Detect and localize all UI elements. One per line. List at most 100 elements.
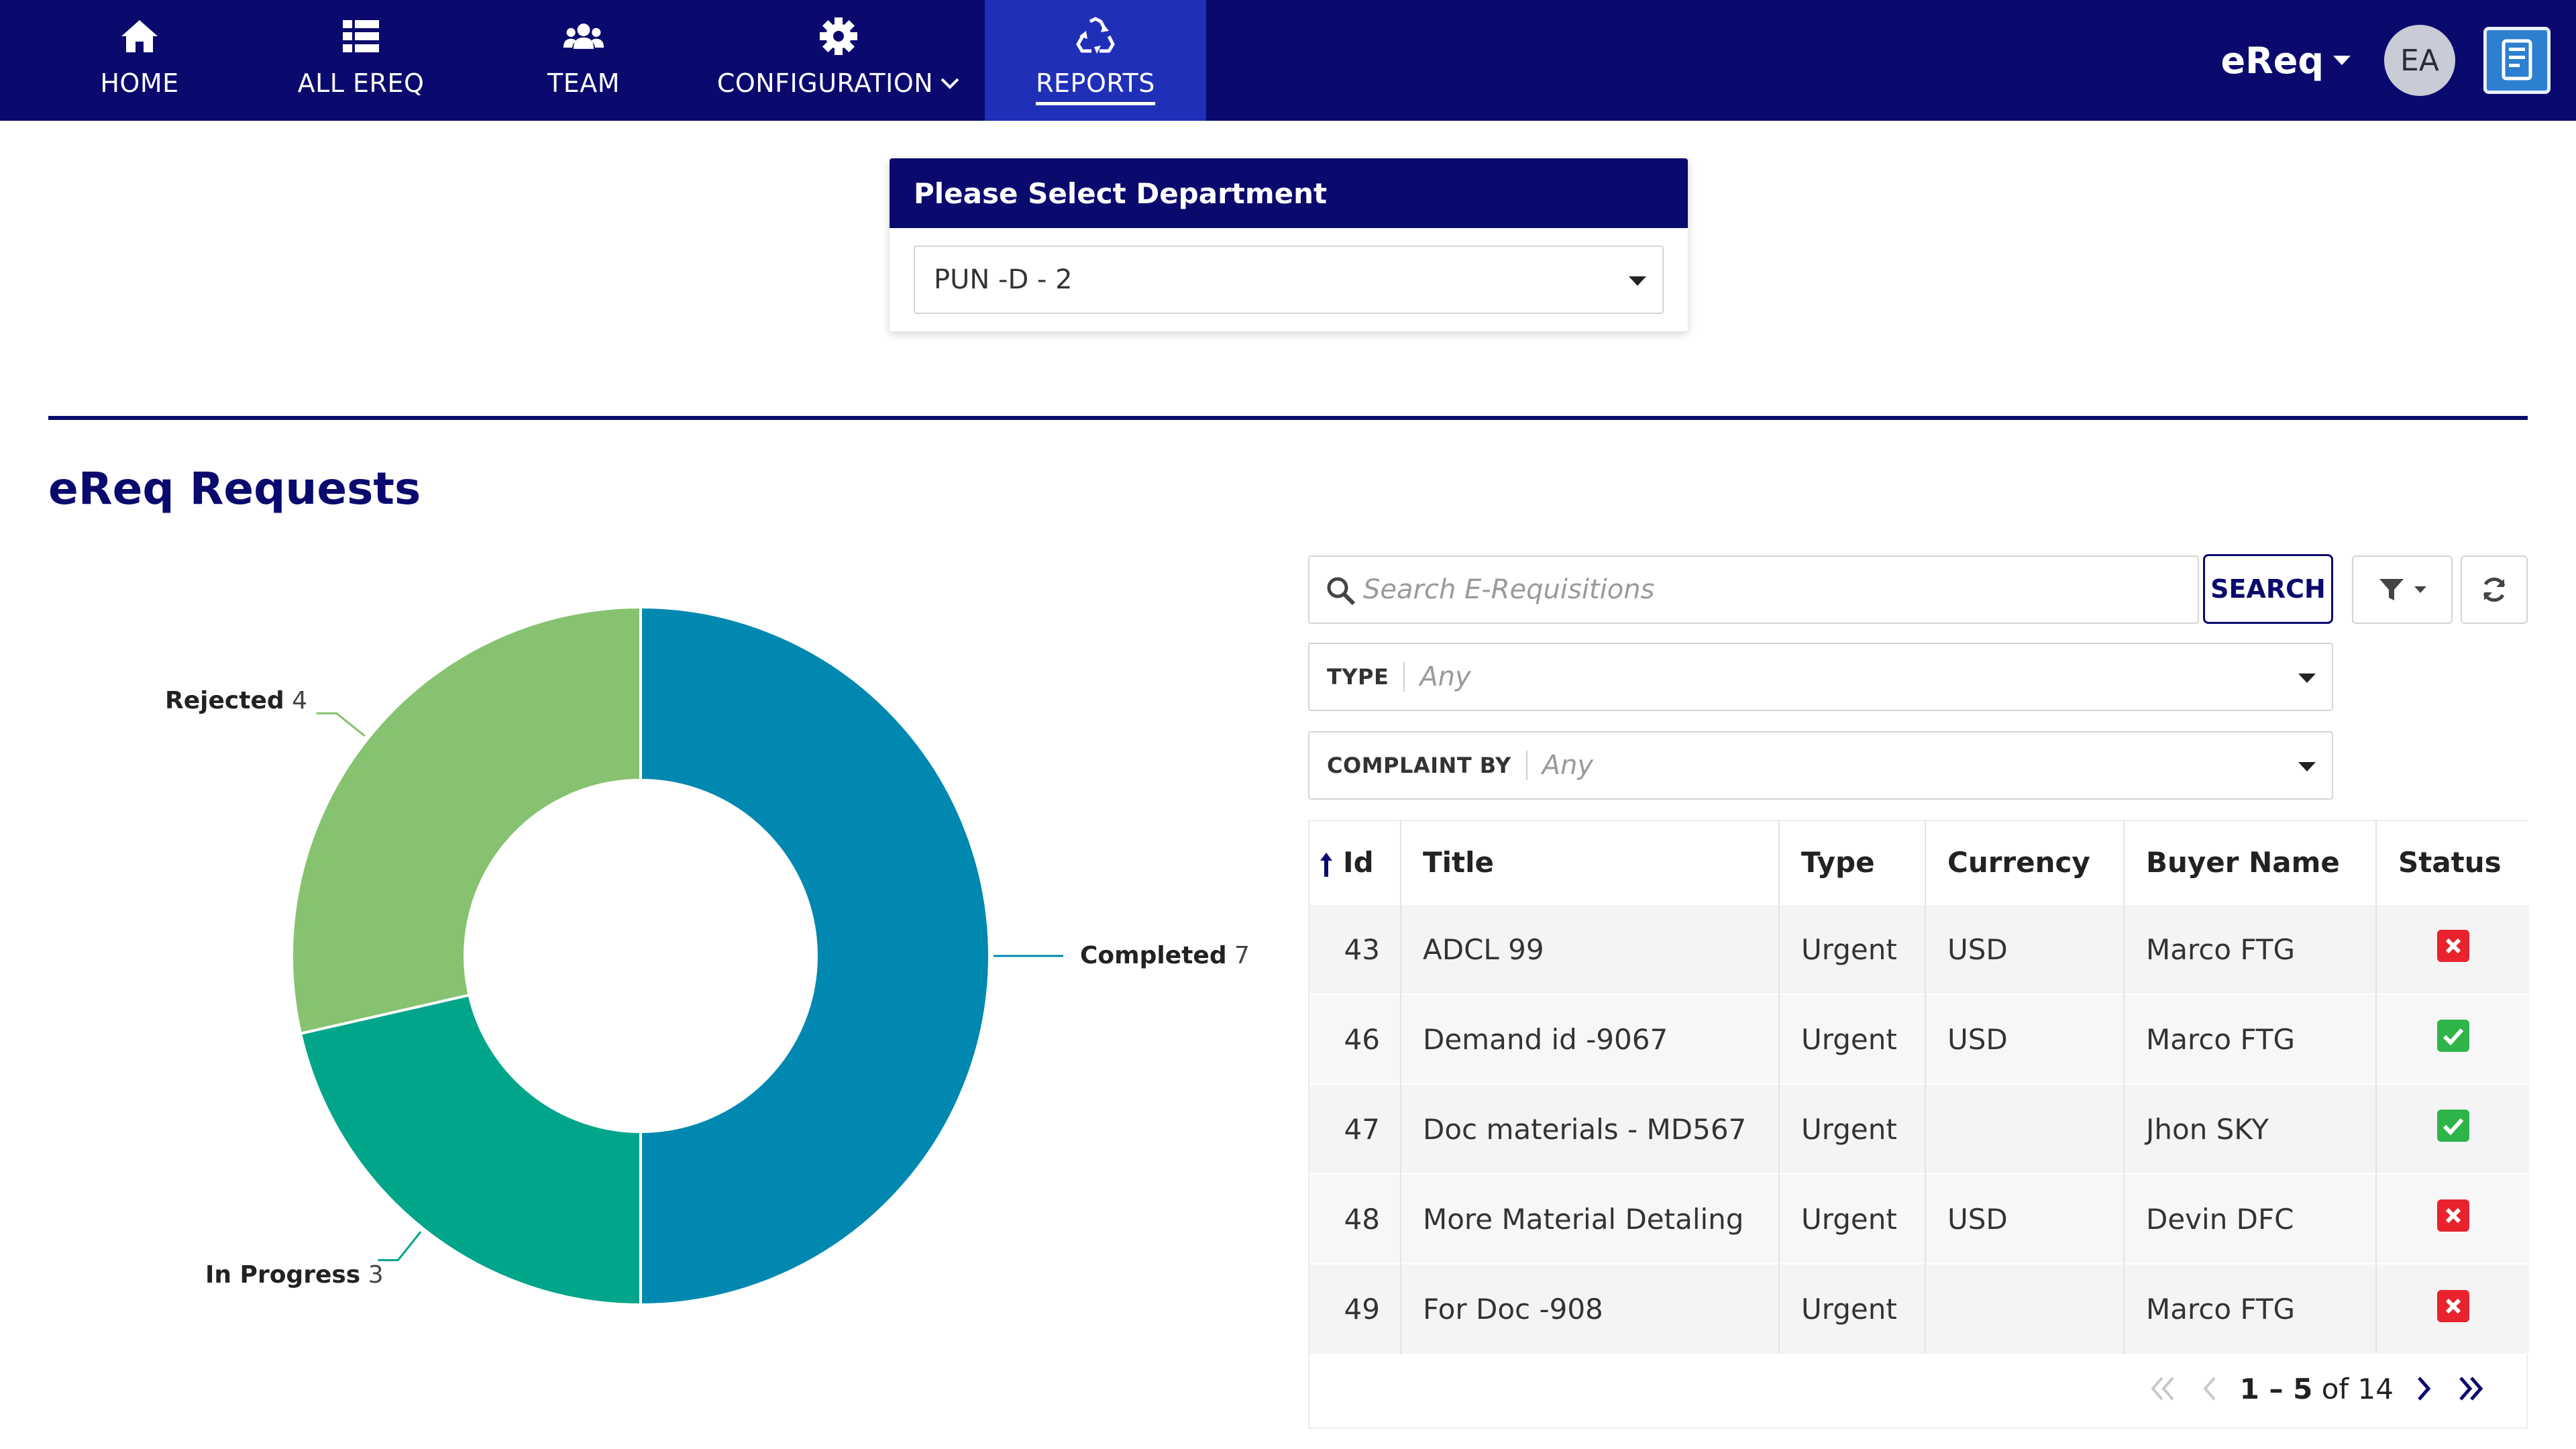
top-navbar: HOME ALL EREQ TEAM CONFIGURATION REPORTS… (0, 0, 2576, 121)
cell-buyer-name: Marco FTG (2124, 994, 2377, 1084)
caret-down-icon (2414, 586, 2426, 593)
cell-type: Urgent (1779, 904, 1926, 994)
cell-buyer-name: Marco FTG (2124, 904, 2377, 994)
reject-status-icon (2436, 1289, 2469, 1322)
department-card-header: Please Select Department (890, 158, 1688, 228)
nav-home-label: HOME (100, 68, 179, 98)
cell-id: 48 (1309, 1174, 1401, 1264)
search-icon (1327, 577, 1356, 606)
table-row[interactable]: 48 More Material Detaling Urgent USD Devin D… (1309, 1174, 2529, 1264)
cell-status (2376, 994, 2529, 1084)
sort-up-arrow-icon (1320, 852, 1332, 877)
table-row[interactable]: 46 Demand id -9067 Urgent USD Marco FTG (1309, 994, 2529, 1084)
cell-title: For Doc -908 (1401, 1264, 1780, 1354)
last-page-button[interactable] (2454, 1374, 2487, 1403)
cell-type: Urgent (1779, 1174, 1926, 1264)
chevron-left-icon (2202, 1377, 2216, 1401)
cell-currency (1925, 1264, 2125, 1354)
nav-all-ereq[interactable]: ALL EREQ (282, 0, 440, 121)
check-status-icon (2436, 1110, 2469, 1142)
column-header-type[interactable]: Type (1779, 821, 1926, 904)
caret-down-icon (2298, 762, 2316, 771)
donut-svg (290, 605, 1063, 1307)
filter-icon (2379, 579, 2404, 600)
reject-status-icon (2436, 930, 2469, 962)
cell-status (2376, 904, 2529, 994)
table-row[interactable]: 49 For Doc -908 Urgent Marco FTG (1309, 1264, 2529, 1354)
legend-label-in-progress: In Progress 3 (205, 1261, 384, 1289)
check-status-icon (2436, 1020, 2469, 1052)
page-range-text: 1 – 5 of 14 (2239, 1372, 2394, 1405)
nav-configuration[interactable]: CONFIGURATION (711, 0, 966, 121)
cell-type: Urgent (1779, 994, 1926, 1084)
cell-id: 47 (1309, 1084, 1401, 1174)
department-select[interactable]: PUN -D - 2 (914, 246, 1664, 314)
cell-currency: USD (1925, 994, 2125, 1084)
column-header-title[interactable]: Title (1401, 821, 1780, 904)
complaint-by-filter-value: Any (1542, 750, 1593, 781)
column-header-buyer-name[interactable]: Buyer Name (2124, 821, 2377, 904)
nav-home[interactable]: HOME (54, 0, 225, 121)
department-card: Please Select Department PUN -D - 2 (890, 158, 1688, 331)
cell-id: 43 (1309, 904, 1401, 994)
app-logo-icon[interactable] (2483, 27, 2551, 94)
app-switcher[interactable]: eReq (2221, 40, 2351, 82)
table-row[interactable]: 47 Doc materials - MD567 Urgent Jhon SKY (1309, 1084, 2529, 1174)
avatar[interactable]: EA (2384, 25, 2455, 96)
cell-type: Urgent (1779, 1264, 1926, 1354)
nav-all-ereq-label: ALL EREQ (297, 68, 425, 98)
next-page-button[interactable] (2414, 1374, 2434, 1403)
cell-title: Doc materials - MD567 (1401, 1084, 1780, 1174)
team-icon (562, 15, 605, 58)
nav-team[interactable]: TEAM (517, 0, 651, 121)
caret-down-icon (2298, 674, 2316, 683)
search-input[interactable]: Search E-Requisitions (1308, 555, 2199, 624)
caret-down-icon (1629, 276, 1646, 286)
nav-right-group: eReq EA (2221, 0, 2576, 121)
cell-id: 46 (1309, 994, 1401, 1084)
refresh-button[interactable] (2461, 555, 2528, 624)
cell-title: More Material Detaling (1401, 1174, 1780, 1264)
cell-status (2376, 1084, 2529, 1174)
cell-buyer-name: Marco FTG (2124, 1264, 2377, 1354)
legend-label-completed: Completed 7 (1080, 942, 1250, 969)
nav-reports-label: REPORTS (1036, 68, 1155, 105)
search-placeholder: Search E-Requisitions (1363, 574, 1655, 605)
donut-slice-rejected[interactable] (290, 605, 642, 1036)
column-header-id[interactable]: Id (1309, 821, 1401, 904)
status-donut-chart: Completed 7 In Progress 3 Rejected 4 (148, 577, 1275, 1382)
complaint-by-filter-select[interactable]: COMPLAINT BY Any (1308, 731, 2333, 800)
cell-currency: USD (1925, 1174, 2125, 1264)
cell-id: 49 (1309, 1264, 1401, 1354)
donut-slice-in-progress[interactable] (299, 993, 642, 1307)
requests-table: Id Title Type Currency Buyer Name Status… (1308, 820, 2529, 1429)
cell-status (2376, 1174, 2529, 1264)
department-select-value: PUN -D - 2 (934, 264, 1073, 295)
type-filter-value: Any (1419, 661, 1471, 692)
app-switcher-label: eReq (2220, 39, 2324, 82)
column-header-currency[interactable]: Currency (1925, 821, 2125, 904)
legend-label-rejected: Rejected 4 (165, 687, 307, 714)
cell-buyer-name: Devin DFC (2124, 1174, 2377, 1264)
prev-page-button[interactable] (2200, 1374, 2220, 1403)
nav-reports[interactable]: REPORTS (985, 0, 1206, 121)
chevron-down-icon (941, 78, 959, 89)
table-row[interactable]: 43 ADCL 99 Urgent USD Marco FTG (1309, 904, 2529, 994)
first-page-button[interactable] (2146, 1374, 2180, 1403)
gear-icon (817, 15, 860, 58)
cell-buyer-name: Jhon SKY (2124, 1084, 2377, 1174)
nav-configuration-label: CONFIGURATION (717, 68, 960, 98)
donut-slice-completed[interactable] (639, 605, 991, 1307)
cell-title: Demand id -9067 (1401, 994, 1780, 1084)
search-button[interactable]: SEARCH (2203, 554, 2333, 624)
reject-status-icon (2436, 1199, 2469, 1232)
recycle-icon (1074, 15, 1117, 58)
type-filter-select[interactable]: TYPE Any (1308, 643, 2333, 711)
refresh-icon (2483, 577, 2506, 602)
double-chevron-right-icon (2459, 1377, 2483, 1401)
home-icon (118, 15, 161, 58)
filter-button[interactable] (2352, 555, 2453, 624)
cell-currency: USD (1925, 904, 2125, 994)
column-header-status[interactable]: Status (2376, 821, 2529, 904)
nav-team-label: TEAM (547, 68, 620, 98)
